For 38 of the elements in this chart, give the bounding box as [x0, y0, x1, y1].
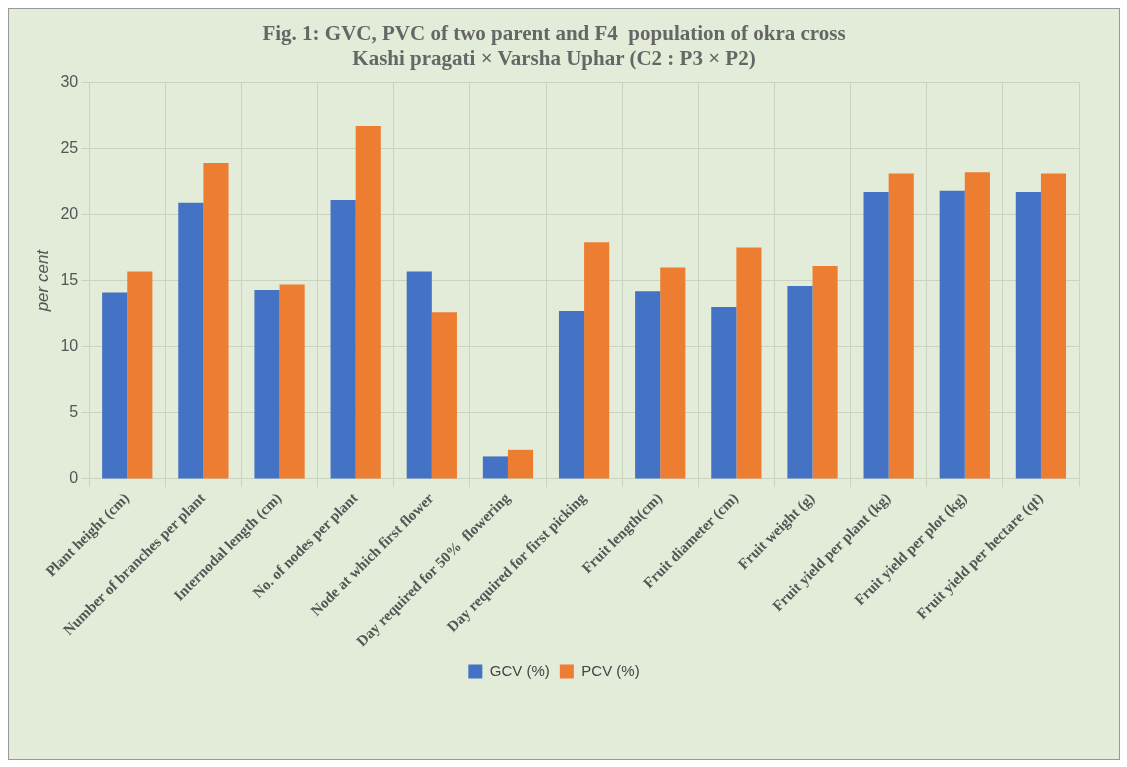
- bar: [888, 173, 914, 479]
- bar: [127, 271, 153, 479]
- bar: [355, 126, 381, 479]
- bar: [787, 285, 813, 479]
- y-tick-label: 20: [60, 204, 79, 222]
- bar: [660, 267, 686, 479]
- bar: [102, 292, 128, 479]
- bar: [279, 284, 305, 479]
- bar: [939, 190, 965, 479]
- bar: [863, 192, 889, 479]
- text: Fig. 1: GVC, PVC of two parent and F4 population of okra cross: [262, 21, 846, 46]
- bar: [178, 202, 204, 479]
- bar: [203, 163, 229, 479]
- y-axis-title: per cent: [32, 248, 52, 313]
- y-tick-label: 30: [60, 72, 79, 90]
- bar: [1040, 173, 1067, 479]
- text: Kashi pragati × Varsha Uphar (C2 : P3 × P2): [352, 46, 756, 71]
- bar: [330, 200, 356, 479]
- y-tick-label: 15: [60, 271, 79, 289]
- bar: [406, 271, 432, 479]
- y-tick-label: 0: [69, 469, 79, 487]
- y-tick-label: 10: [60, 337, 79, 355]
- bar: [482, 456, 508, 479]
- bar: [1015, 192, 1041, 479]
- bar: [711, 307, 737, 479]
- legend-label: GCV (%): [489, 661, 550, 679]
- bar: [254, 289, 280, 479]
- bar: [736, 247, 762, 479]
- bar: [964, 172, 990, 479]
- bar: [558, 311, 585, 479]
- bar: [431, 312, 457, 479]
- bar: [584, 242, 610, 479]
- bar: [812, 266, 838, 479]
- y-tick-label: 25: [60, 138, 79, 156]
- legend-label: PCV (%): [581, 661, 640, 679]
- bar: [635, 291, 661, 479]
- bar: [507, 449, 534, 479]
- y-tick-label: 5: [69, 403, 79, 421]
